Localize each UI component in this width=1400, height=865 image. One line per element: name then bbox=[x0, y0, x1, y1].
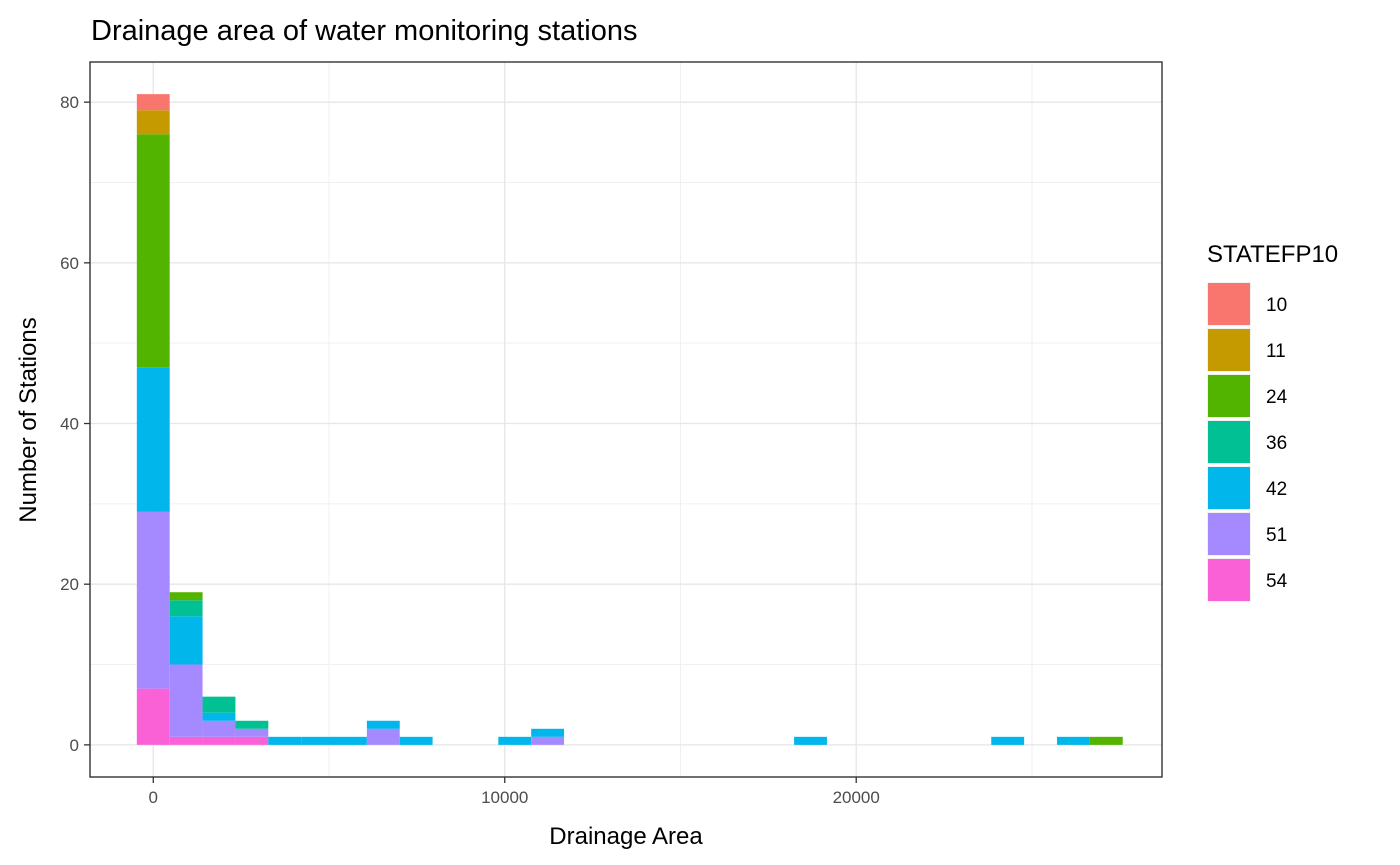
x-axis: 0 10000 20000 bbox=[149, 777, 880, 807]
y-tick-label: 80 bbox=[60, 93, 79, 112]
bar-segment-42 bbox=[169, 616, 203, 665]
bar-segment-42 bbox=[498, 736, 532, 745]
y-axis: 0 20 40 60 80 bbox=[60, 93, 90, 755]
legend: STATEFP10 10 11 24 36 42 51 54 bbox=[1207, 241, 1338, 602]
bar-segment-42 bbox=[991, 736, 1025, 745]
bar-segment-42 bbox=[531, 728, 565, 737]
bar-segment-24 bbox=[1089, 736, 1123, 745]
bar-segment-51 bbox=[136, 511, 170, 689]
bar-segment-54 bbox=[202, 736, 236, 745]
bar-segment-11 bbox=[136, 110, 170, 135]
bar-segment-42 bbox=[202, 712, 236, 721]
bar-segment-36 bbox=[169, 600, 203, 617]
bar-segment-51 bbox=[202, 720, 236, 737]
bars bbox=[136, 94, 1123, 745]
legend-swatch-24 bbox=[1208, 375, 1250, 417]
legend-swatch-42 bbox=[1208, 467, 1250, 509]
plot-panel-border bbox=[89, 61, 1163, 778]
x-tick-label: 10000 bbox=[481, 788, 528, 807]
bar-segment-24 bbox=[169, 592, 203, 601]
bar-segment-51 bbox=[366, 728, 400, 745]
bar-segment-42 bbox=[268, 736, 302, 745]
y-tick-label: 40 bbox=[60, 415, 79, 434]
bar-segment-54 bbox=[169, 736, 203, 745]
bar-segment-42 bbox=[794, 736, 827, 745]
legend-swatch-51 bbox=[1208, 513, 1250, 555]
y-tick-label: 60 bbox=[60, 254, 79, 273]
bar-segment-42 bbox=[399, 736, 433, 745]
bar-segment-36 bbox=[202, 696, 236, 713]
legend-swatch-11 bbox=[1208, 329, 1250, 371]
legend-label-24: 24 bbox=[1266, 387, 1288, 408]
bar-segment-51 bbox=[531, 736, 565, 745]
grid bbox=[90, 62, 1162, 777]
bar-segment-54 bbox=[136, 688, 170, 745]
x-axis-title: Drainage Area bbox=[549, 823, 703, 850]
bar-segment-54 bbox=[235, 736, 269, 745]
bar-segment-42 bbox=[334, 736, 367, 745]
y-tick-label: 0 bbox=[70, 736, 79, 755]
legend-label-51: 51 bbox=[1266, 525, 1287, 546]
bar-segment-42 bbox=[366, 720, 400, 729]
bar-segment-51 bbox=[235, 728, 269, 737]
legend-swatch-10 bbox=[1208, 283, 1250, 325]
legend-label-11: 11 bbox=[1266, 341, 1286, 362]
chart-title: Drainage area of water monitoring statio… bbox=[91, 15, 637, 47]
bar-segment-42 bbox=[1056, 736, 1090, 745]
bar-segment-42 bbox=[136, 367, 170, 512]
y-axis-title: Number of Stations bbox=[15, 317, 42, 522]
bar-segment-10 bbox=[136, 94, 170, 111]
bar-segment-42 bbox=[301, 736, 335, 745]
legend-label-42: 42 bbox=[1266, 479, 1287, 500]
bar-segment-36 bbox=[235, 720, 269, 729]
legend-swatch-54 bbox=[1208, 559, 1250, 601]
y-tick-label: 20 bbox=[60, 575, 79, 594]
bar-segment-24 bbox=[136, 134, 170, 368]
x-tick-label: 0 bbox=[149, 788, 158, 807]
legend-title: STATEFP10 bbox=[1207, 241, 1338, 268]
legend-label-54: 54 bbox=[1266, 571, 1288, 592]
x-tick-label: 20000 bbox=[833, 788, 880, 807]
bar-segment-51 bbox=[169, 664, 203, 737]
legend-label-10: 10 bbox=[1266, 295, 1287, 316]
legend-swatch-36 bbox=[1208, 421, 1250, 463]
legend-label-36: 36 bbox=[1266, 433, 1287, 454]
